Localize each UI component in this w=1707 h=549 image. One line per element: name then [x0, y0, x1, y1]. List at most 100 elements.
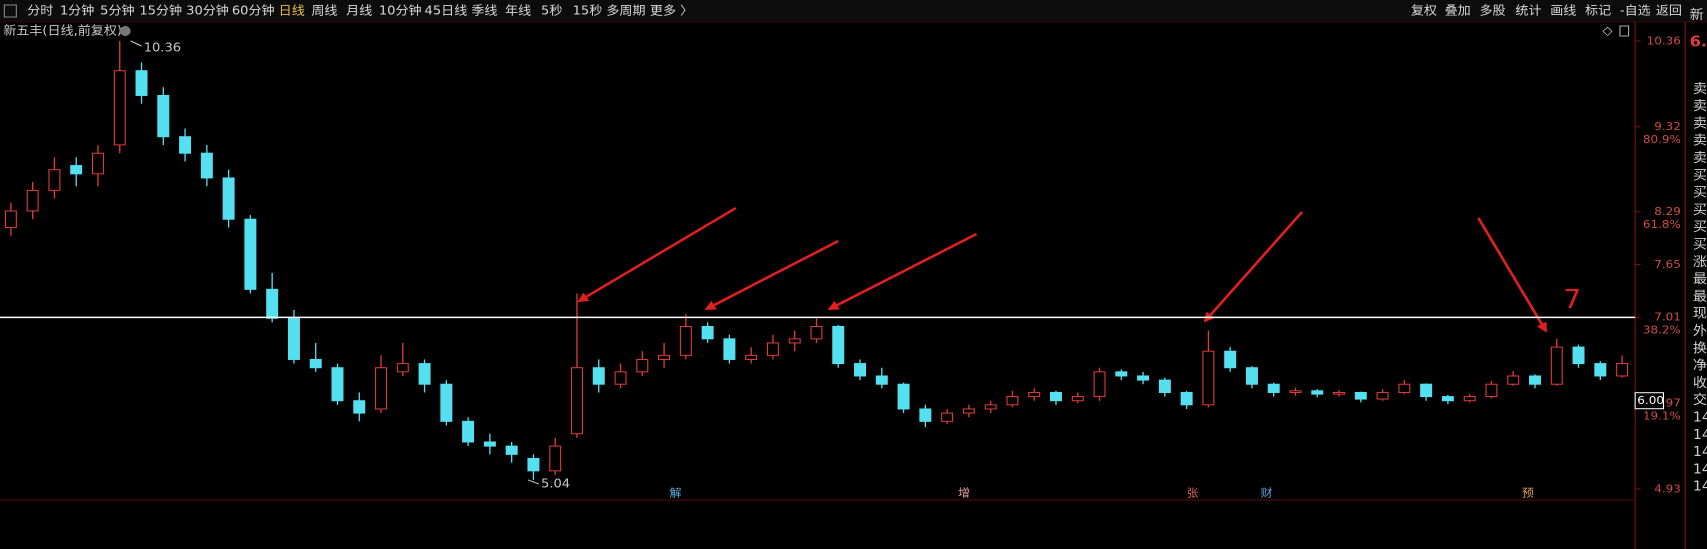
arrow: [704, 239, 839, 311]
candle-body: [1006, 396, 1019, 406]
fib-label: 61.8%: [1643, 218, 1681, 231]
candle-body: [854, 363, 867, 377]
period-tab[interactable]: 周线: [311, 3, 338, 17]
period-tab[interactable]: 15秒: [573, 3, 603, 17]
candle-body: [1354, 391, 1367, 400]
period-tab[interactable]: 分时: [27, 3, 54, 17]
candle-body: [984, 404, 997, 410]
last-price-label: 6.00: [1637, 394, 1664, 407]
diamond-icon[interactable]: ◇: [1602, 23, 1612, 37]
panel-label: 14: [1693, 445, 1707, 460]
period-tab[interactable]: 45日线: [425, 3, 468, 17]
panel-label: 买: [1693, 185, 1707, 200]
event-marker[interactable]: 财: [1261, 486, 1273, 499]
candle-body: [113, 70, 126, 146]
period-tab[interactable]: 季线: [471, 3, 498, 17]
candle-body: [1093, 371, 1106, 398]
panel-label: 14: [1693, 427, 1707, 442]
event-marker[interactable]: 预: [1522, 486, 1534, 499]
candle-body: [1594, 363, 1607, 377]
candle-body: [614, 371, 627, 385]
candle-body: [1550, 346, 1563, 385]
candle-body: [527, 457, 540, 472]
candle-body: [788, 338, 801, 344]
max-pointer: [130, 40, 142, 47]
candle-body: [135, 70, 148, 96]
arrow: [1203, 211, 1304, 323]
tool-button[interactable]: 多股: [1479, 3, 1506, 17]
period-tab[interactable]: 60分钟: [232, 3, 275, 17]
tool-button[interactable]: 叠加: [1445, 3, 1471, 17]
candle-body: [897, 383, 910, 410]
candle-body: [962, 408, 975, 414]
info-icon[interactable]: [119, 26, 131, 36]
panel-label: 买: [1693, 202, 1707, 217]
tool-button[interactable]: 标记: [1585, 3, 1612, 17]
candle-body: [549, 445, 562, 472]
candle-body: [1137, 375, 1150, 381]
period-tab[interactable]: 10分钟: [379, 3, 422, 17]
tool-button[interactable]: 画线: [1550, 3, 1577, 17]
event-marker[interactable]: 解: [670, 486, 682, 499]
panel-label: 收: [1693, 375, 1707, 390]
panel-label: 买: [1693, 237, 1707, 252]
candle-body: [1050, 391, 1062, 402]
period-tab[interactable]: 多周期: [606, 3, 645, 17]
candle-body: [91, 152, 104, 175]
candle-body: [1158, 379, 1171, 393]
period-tab[interactable]: 年线: [505, 3, 532, 17]
period-tab[interactable]: 日线: [279, 3, 306, 17]
chart-title: 新五丰(日线,前复权): [3, 23, 122, 37]
panel-label: 卖: [1693, 81, 1707, 96]
panel-label: 最: [1693, 289, 1707, 304]
panel-title: 新: [1690, 7, 1704, 22]
candle-body: [1180, 391, 1193, 406]
panel-label: 涨: [1693, 254, 1707, 269]
candle-body: [462, 420, 475, 443]
menu-icon[interactable]: [3, 4, 17, 18]
y-tick-label: 10.36: [1647, 34, 1681, 47]
tool-button[interactable]: -自选: [1620, 3, 1651, 17]
period-tab[interactable]: 月线: [346, 3, 373, 17]
window-icon[interactable]: [1619, 25, 1630, 37]
candle-body: [26, 189, 39, 212]
y-tick-label: 4.93: [1654, 482, 1681, 495]
min-label: 5.04: [541, 476, 570, 490]
candle-body: [766, 342, 779, 356]
arrow: [1477, 217, 1548, 333]
arrow: [577, 206, 737, 303]
candle-body: [745, 354, 758, 360]
candle-body: [1507, 375, 1520, 385]
candle-body: [1616, 363, 1629, 377]
event-marker[interactable]: 张: [1187, 486, 1199, 499]
candle-body: [1376, 391, 1389, 400]
candle-body: [1333, 391, 1346, 395]
tool-button[interactable]: 复权: [1411, 3, 1438, 17]
y-tick-label: 8.29: [1654, 205, 1681, 218]
panel-label: 卖: [1693, 99, 1707, 114]
candle-body: [1420, 383, 1433, 398]
candle-body: [1245, 367, 1258, 385]
candle-body: [1572, 346, 1585, 365]
event-marker[interactable]: 增: [958, 486, 970, 499]
candle-body: [1485, 383, 1498, 398]
period-tab[interactable]: 1分钟: [60, 3, 94, 17]
period-tab[interactable]: 更多 〉: [650, 3, 693, 17]
tool-button[interactable]: 返回: [1656, 3, 1682, 17]
panel-label: 买: [1693, 220, 1707, 235]
period-tab[interactable]: 15分钟: [139, 3, 182, 17]
candle-body: [179, 136, 192, 154]
period-tab[interactable]: 30分钟: [186, 3, 229, 17]
candle-body: [309, 358, 322, 369]
candle-body: [1441, 396, 1454, 402]
tool-button[interactable]: 统计: [1515, 3, 1541, 17]
candle-body: [440, 383, 453, 422]
candle-body: [1463, 396, 1476, 402]
candle-body: [570, 367, 583, 435]
period-tab[interactable]: 5分钟: [100, 3, 134, 17]
candle-body: [1267, 383, 1280, 393]
candle-body: [1224, 350, 1237, 369]
period-tab[interactable]: 5秒: [541, 3, 562, 17]
candle-body: [353, 400, 366, 414]
candle-body: [222, 177, 235, 220]
